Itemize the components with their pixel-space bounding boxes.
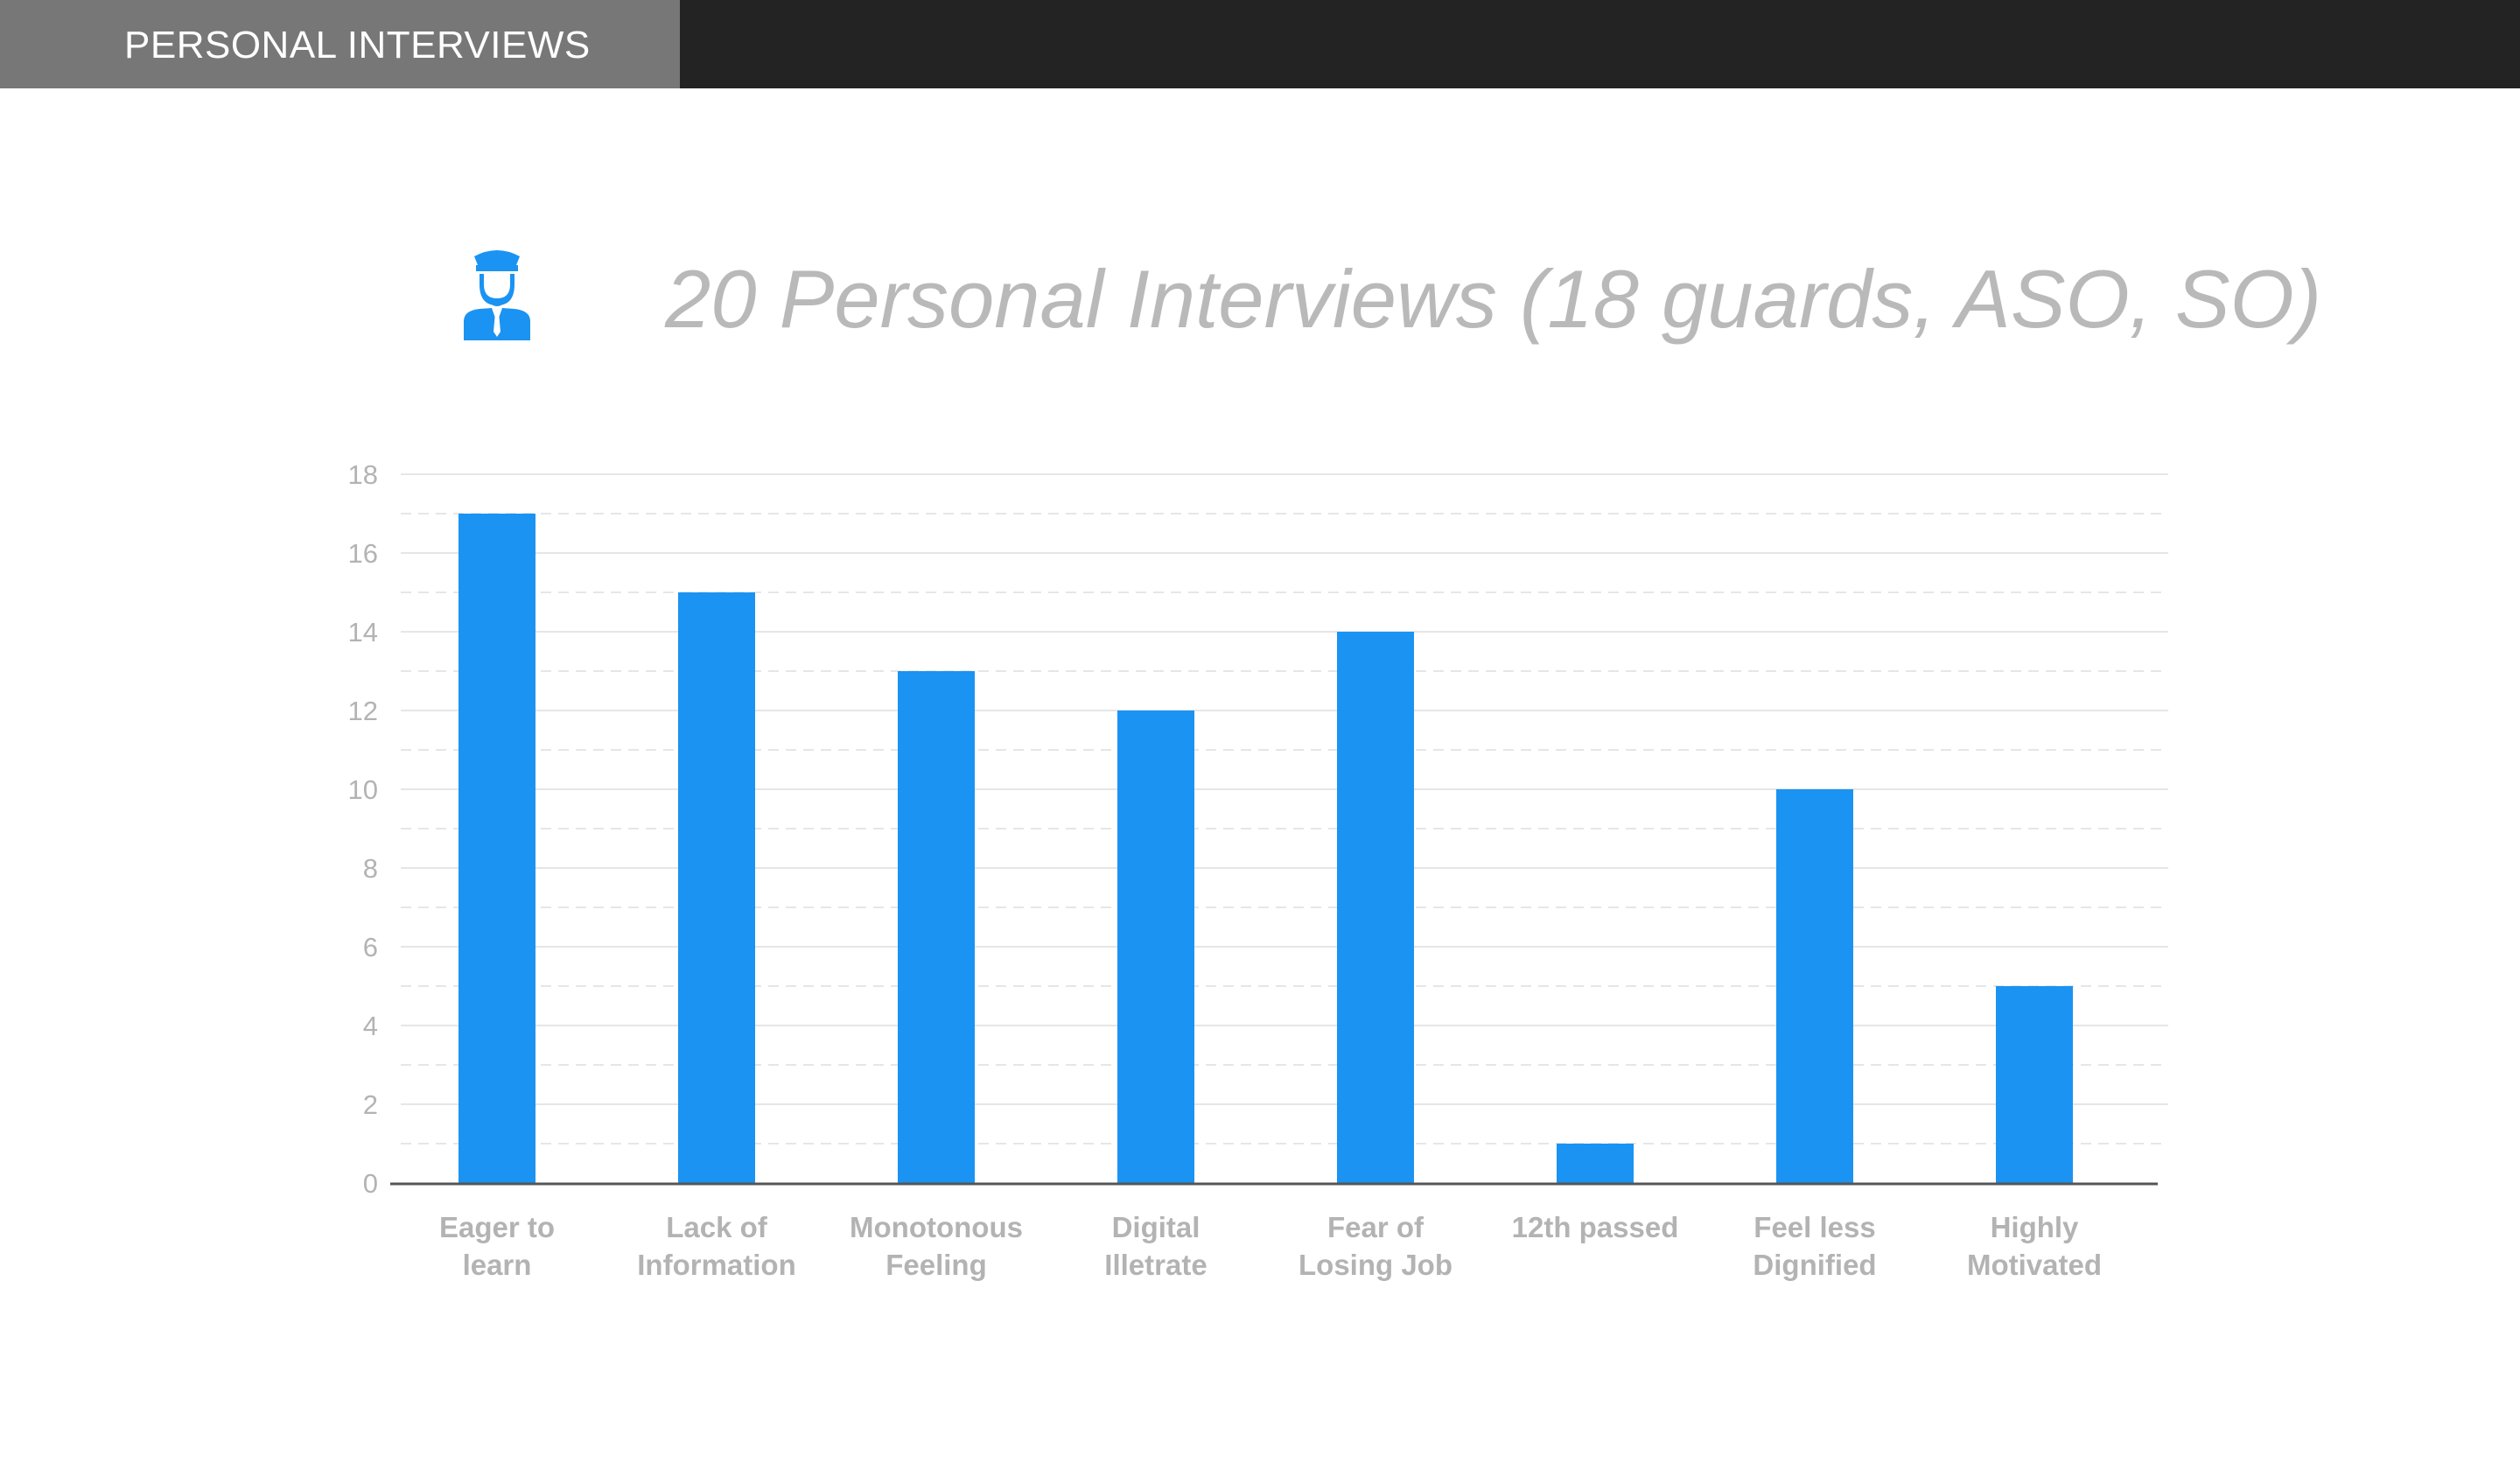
x-category-label: Dignified <box>1753 1249 1876 1281</box>
y-tick-label: 8 <box>363 853 378 884</box>
x-category-label: 12th passed <box>1512 1211 1679 1243</box>
x-category-label: Highly <box>1991 1211 2079 1243</box>
x-category-label: Lack of <box>666 1211 768 1243</box>
x-category-label: Losing Job <box>1298 1249 1452 1281</box>
section-tab-label: PERSONAL INTERVIEWS <box>124 24 591 66</box>
y-tick-label: 18 <box>348 459 378 490</box>
x-category-label: Feeling <box>886 1249 987 1281</box>
x-category-label: Motivated <box>1967 1249 2102 1281</box>
bar <box>1337 632 1414 1183</box>
x-category-label: Illetrate <box>1104 1249 1207 1281</box>
y-tick-label: 4 <box>363 1011 378 1041</box>
chart-title: 20 Personal Interviews (18 guards, ASO, … <box>665 253 2322 345</box>
y-tick-label: 10 <box>348 774 378 805</box>
y-tick-label: 2 <box>363 1089 378 1120</box>
y-tick-label: 6 <box>363 932 378 962</box>
bar <box>1117 710 1194 1183</box>
y-tick-label: 0 <box>363 1168 378 1199</box>
x-category-label: Monotonous <box>850 1211 1023 1243</box>
y-tick-label: 16 <box>348 538 378 569</box>
x-category-label: Feel less <box>1754 1211 1875 1243</box>
y-tick-label: 14 <box>348 617 378 648</box>
y-tick-label: 12 <box>348 696 378 726</box>
bar <box>1557 1144 1634 1183</box>
section-tab: PERSONAL INTERVIEWS <box>0 0 680 88</box>
bar <box>898 671 975 1183</box>
bar <box>458 514 536 1183</box>
x-category-label: Information <box>637 1249 795 1281</box>
bar <box>678 592 755 1183</box>
x-category-label: Fear of <box>1327 1211 1424 1243</box>
security-guard-icon <box>464 250 530 340</box>
x-category-label: Eager to <box>439 1211 555 1243</box>
x-category-label: learn <box>463 1249 532 1281</box>
x-category-label: Digital <box>1112 1211 1200 1243</box>
bar <box>1996 986 2073 1183</box>
bar <box>1776 789 1853 1183</box>
